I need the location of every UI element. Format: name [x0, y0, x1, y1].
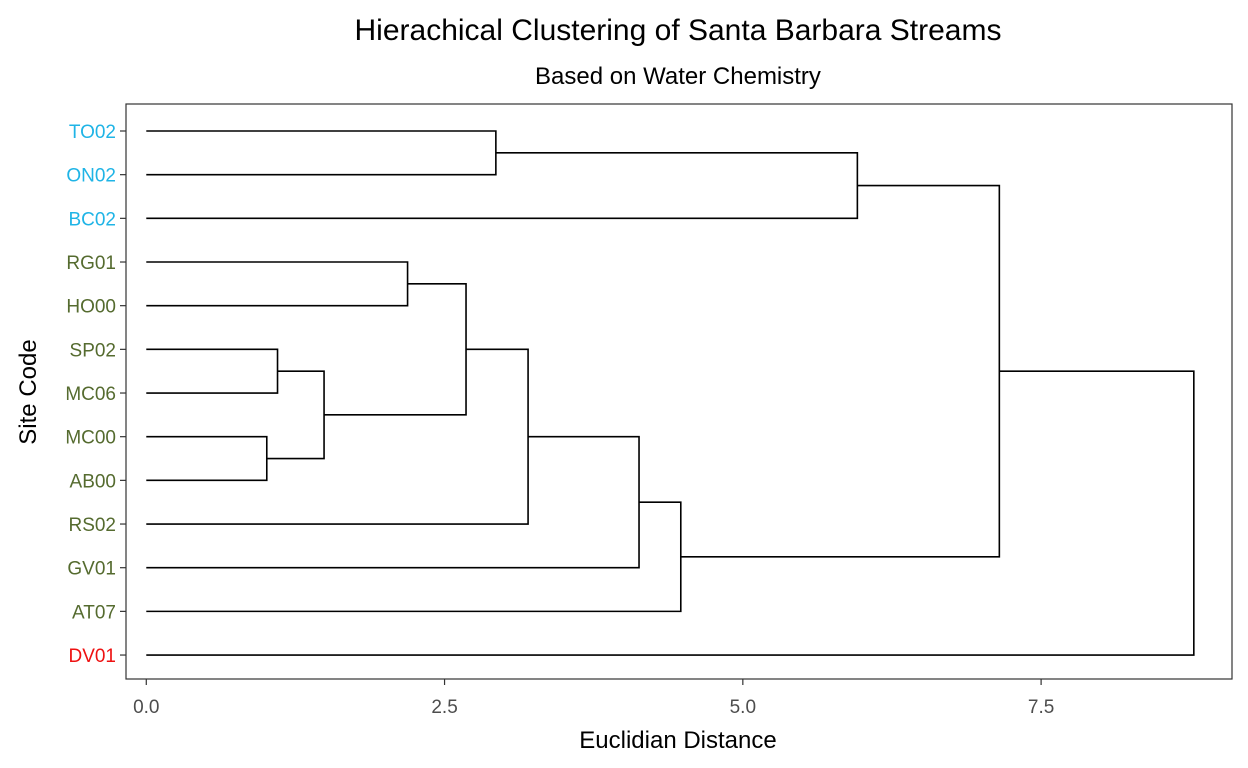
y-axis-title: Site Code	[15, 339, 42, 444]
leaf-label-bc02: BC02	[68, 209, 116, 230]
x-axis: 0.0 2.5 5.0 7.5	[133, 679, 1054, 718]
y-axis: TO02 ON02 BC02 RG01 HO00 SP02 MC06 MC00 AB00 RS02…	[65, 122, 126, 667]
chart-title: Hierachical Clustering of Santa Barbara …	[355, 14, 1002, 47]
x-tick-label: 5.0	[730, 697, 756, 718]
branch-mc00-ab00	[146, 435, 268, 482]
dendrogram-branches	[146, 130, 1195, 656]
branch-rg01-ho00-sp02-mc06-mc00-ab00-rs02-gv01	[146, 435, 640, 569]
plot-panel	[125, 103, 1233, 680]
leaf-label-sp02: SP02	[70, 340, 116, 361]
leaf-label-mc06: MC06	[65, 384, 116, 405]
branch-sp02-mc06	[146, 348, 279, 394]
leaf-label-ab00: AB00	[70, 471, 116, 492]
x-axis-title: Euclidian Distance	[579, 727, 776, 754]
leaf-label-at07: AT07	[72, 602, 116, 623]
chart-subtitle: Based on Water Chemistry	[535, 63, 821, 90]
branch-sp02-mc06-mc00-ab00	[266, 370, 325, 460]
branch-rg01-ho00	[146, 261, 409, 307]
branch-rg01-ho00-sp02-mc06-mc00-ab00	[324, 283, 467, 416]
branch-to02-on02-bc02-rg01-ho00-sp02-mc06-mc00-ab00-rs02-gv01-at07-dv01	[146, 370, 1195, 656]
x-tick-label: 7.5	[1028, 697, 1054, 718]
leaf-label-rs02: RS02	[68, 515, 116, 536]
branch-rg01-ho00-sp02-mc06-mc00-ab00-rs02-gv01-at07	[146, 501, 682, 613]
leaf-label-rg01: RG01	[66, 253, 116, 274]
x-tick-label: 2.5	[431, 697, 457, 718]
leaf-label-to02: TO02	[69, 122, 116, 143]
leaf-label-ho00: HO00	[66, 297, 116, 318]
leaf-label-gv01: GV01	[67, 559, 116, 580]
x-tick-label: 0.0	[133, 697, 159, 718]
leaf-label-on02: ON02	[66, 166, 116, 187]
branch-rg01-ho00-sp02-mc06-mc00-ab00-rs02	[146, 348, 529, 525]
leaf-label-dv01: DV01	[68, 646, 116, 667]
branch-to02-on02	[146, 130, 497, 176]
branch-to02-on02-bc02	[146, 152, 859, 220]
leaf-label-mc00: MC00	[65, 428, 116, 449]
branch-to02-on02-bc02-rg01-ho00-sp02-mc06-mc00-ab00-rs02-gv01-at07	[680, 184, 1001, 558]
